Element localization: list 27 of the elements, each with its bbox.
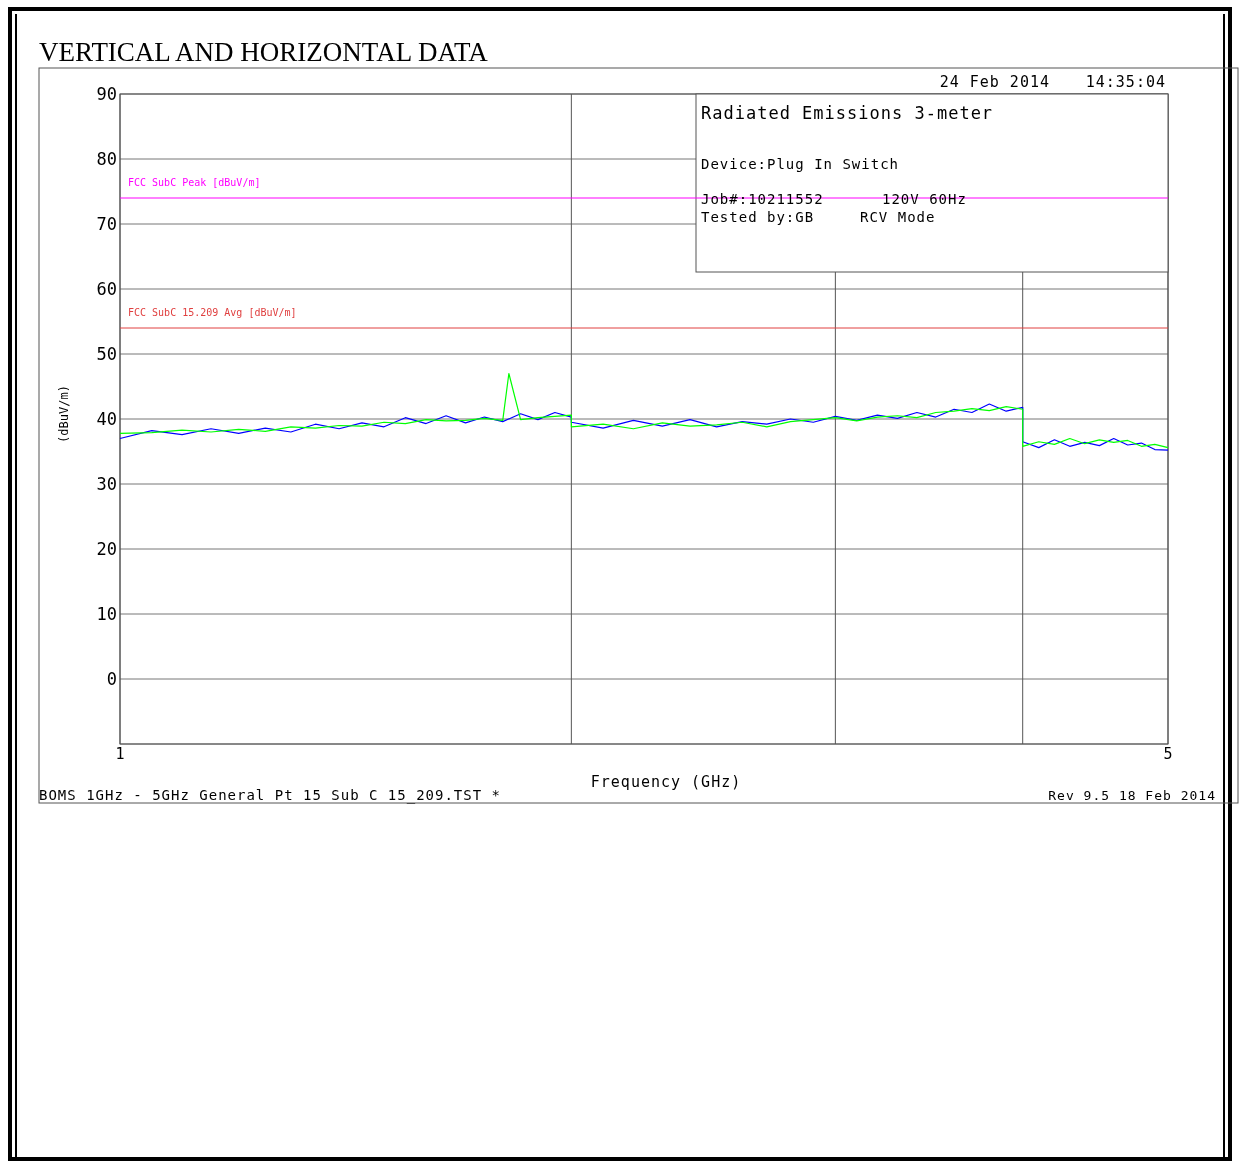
text: Rev 9.5 18 Feb 2014 xyxy=(1048,788,1216,803)
annotation: 120V 60Hz xyxy=(882,191,967,207)
x-tick-label: 5 xyxy=(1163,745,1173,763)
y-tick-label: 90 xyxy=(96,84,117,104)
y-tick-label: 40 xyxy=(96,409,117,429)
annotation: RCV Mode xyxy=(860,209,936,225)
y-tick-label: 30 xyxy=(96,474,117,494)
text: BOMS 1GHz - 5GHz General Pt 15 Sub C 15_209.TST * xyxy=(39,787,502,804)
y-tick-label: 60 xyxy=(96,279,117,299)
annotation: Radiated Emissions 3-meter xyxy=(701,103,994,123)
y-tick-label: 70 xyxy=(96,214,117,234)
ref-line-label: FCC SubC 15.209 Avg [dBuV/m] xyxy=(128,307,297,318)
ref-line-label: FCC SubC Peak [dBuV/m] xyxy=(128,177,261,188)
annotation: Device:Plug In Switch xyxy=(701,156,900,172)
x-tick-label: 1 xyxy=(115,745,125,763)
y-tick-label: 50 xyxy=(96,344,117,364)
annotation: Tested by:GB xyxy=(701,209,815,225)
y-tick-label: 20 xyxy=(96,539,117,559)
y-tick-label: 80 xyxy=(96,149,117,169)
y-tick-label: 0 xyxy=(106,669,117,689)
y-axis-title: (dBuV/m) xyxy=(57,385,71,443)
annotation: Job#:10211552 xyxy=(701,191,824,207)
chart-title: VERTICAL AND HORIZONTAL DATA xyxy=(39,37,489,67)
text: 24 Feb 2014 xyxy=(939,73,1050,91)
x-axis-title: Frequency (GHz) xyxy=(590,773,742,791)
y-tick-label: 10 xyxy=(96,604,117,624)
text: 14:35:04 xyxy=(1085,73,1166,91)
